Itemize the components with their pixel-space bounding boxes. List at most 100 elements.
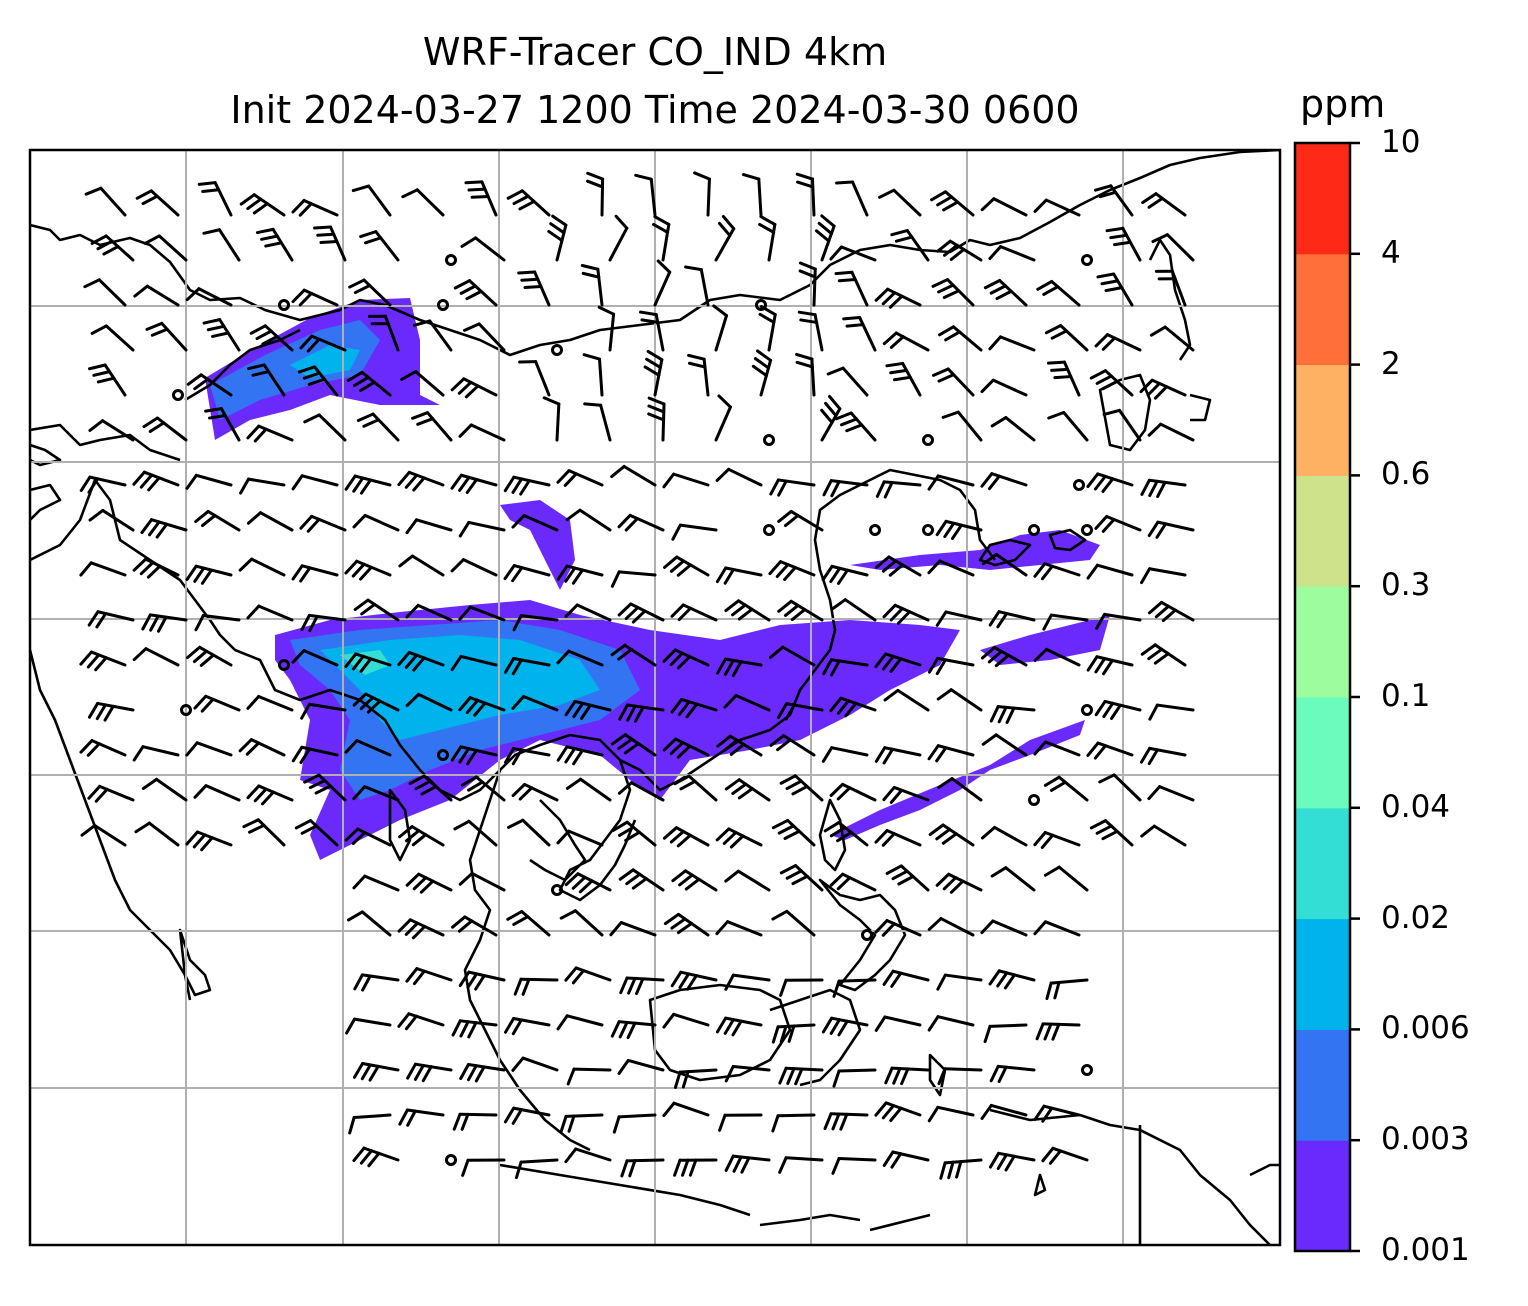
wind-barb [931,278,975,307]
wind-barb [1033,562,1081,581]
wind-barb [460,236,506,262]
wind-barb [185,287,233,307]
wind-barb [300,613,347,633]
wind-barb [313,225,347,262]
wind-barb [405,603,453,622]
wind-barb [1094,515,1142,533]
wind-barb [238,738,286,757]
wind-barb [715,566,763,585]
wind-barb [821,564,869,585]
wind-barb [874,287,922,309]
wind-barb [464,180,498,217]
wind-barb [133,284,180,307]
wind-barb [247,363,286,397]
wind-barb [989,1064,1036,1084]
wind-barb [79,650,127,672]
colorbar-tick-label: 0.6 [1381,456,1431,493]
wind-barb [1086,655,1134,676]
wind-barb [352,874,400,892]
map-frame [28,148,1282,1247]
wind-barb [88,508,135,532]
colorbar-tick-label: 0.001 [1381,1232,1470,1268]
wind-barb [1149,325,1195,352]
wind-barb [450,745,498,766]
wind-barb [246,424,294,443]
wind-barb [927,559,975,577]
calm-wind-marker [437,299,449,311]
colorbar-tick-label: 4 [1381,234,1401,271]
calm-wind-marker [551,344,563,356]
wind-barb [826,366,869,397]
wind-barb [90,234,135,262]
wind-barb [141,613,188,633]
wind-barb [246,511,294,532]
wind-barb [612,1113,657,1134]
wind-barb [980,1103,1028,1120]
wind-barb [980,646,1028,668]
wind-barb [874,652,922,673]
wind-barb [461,1158,506,1177]
wind-barb [398,554,445,577]
wind-barb [814,214,836,262]
colorbar-segment [1295,253,1350,366]
wind-barb [405,967,453,986]
calm-wind-marker [763,434,775,446]
wind-barb [715,467,763,487]
wind-barb [795,172,816,217]
wind-barb [980,825,1028,847]
wind-barb [507,818,551,847]
wind-barb [458,605,506,622]
calm-wind-marker [278,659,290,671]
wind-barb [597,305,616,352]
colorbar-tick-label: 0.003 [1381,1121,1470,1158]
wind-barb [503,1106,551,1125]
wind-barb [1035,1022,1081,1041]
wind-barb [185,741,233,757]
wind-barb [718,1113,763,1132]
wind-barb [874,829,922,847]
wind-barb [777,599,824,622]
wind-barb [406,1062,453,1083]
wind-barb [751,349,773,397]
wind-barb [506,909,551,937]
calm-wind-marker [861,929,873,941]
wind-barb [1094,333,1142,352]
wind-barb [87,610,135,629]
colorbar-tick-label: 0.3 [1381,567,1431,604]
wind-barb [927,1105,975,1123]
wind-barb [1148,703,1195,721]
wind-barb [771,818,816,847]
wind-barb [617,781,665,802]
wind-barb [618,868,665,892]
wind-barb [353,598,400,622]
wind-barb [990,866,1036,892]
wind-barb [823,821,869,847]
wind-barb [937,1067,983,1086]
wind-barb [450,654,498,672]
wind-barb [927,917,975,937]
wind-barb [936,239,983,262]
wind-barb [829,782,877,802]
wind-barb [143,234,188,262]
wind-barb [398,1108,445,1127]
wind-barb [821,746,869,763]
wind-barb [346,370,392,397]
wind-barb [453,279,498,307]
wind-barb [87,784,135,803]
wind-barb [512,614,559,632]
wind-barb [194,509,241,532]
wind-barb [617,513,665,532]
calm-wind-marker [551,884,563,896]
wind-barb [511,695,559,712]
wind-barb [663,912,710,937]
wind-barb [927,656,975,676]
wind-barb [1147,600,1195,623]
wind-barb [88,419,135,442]
wind-barb [300,702,347,720]
wind-barb [980,378,1028,397]
wind-barb [1033,1104,1081,1123]
wind-barb [822,479,869,498]
wind-barb [777,702,824,721]
wind-barb [80,824,127,847]
calm-wind-marker [437,749,449,761]
